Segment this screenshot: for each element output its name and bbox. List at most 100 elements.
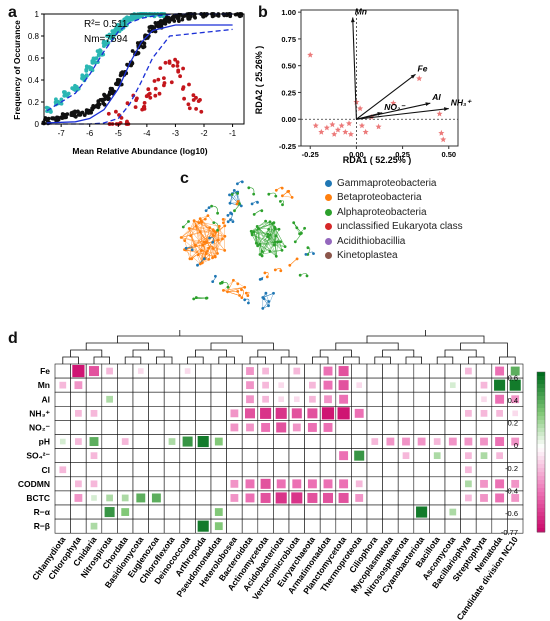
d-correlation-square [307,408,318,419]
legend-swatch [325,208,332,216]
d-correlation-square [465,494,472,502]
d-grid-cell [335,518,352,534]
c-node [222,289,225,292]
a-data-point [61,115,66,120]
c-node [236,290,240,293]
d-dendrogram-branch [70,349,103,357]
d-correlation-square [448,437,457,446]
d-grid-cell [163,504,181,520]
c-edge [229,202,242,207]
d-correlation-square [90,522,98,530]
d-grid-cell [413,363,430,379]
d-grid-cell [304,462,321,478]
d-correlation-square [230,494,239,502]
c-node [201,243,205,247]
b-x-tick-label: 0.50 [441,150,456,159]
d-grid-cell [304,518,321,534]
a-y-tick-label: 0 [35,120,40,129]
a-data-point [125,62,129,67]
d-grid-cell [413,448,430,464]
c-node [214,231,218,234]
d-grid-cell [117,405,134,421]
d-grid-cell [101,420,118,435]
d-grid-cell [475,363,493,379]
d-grid-cell [148,434,165,449]
legend-label: Alphaproteobacteria [337,206,427,218]
d-dendrogram-branch [156,356,173,364]
c-edge [258,228,277,257]
d-grid-cell [288,518,305,534]
panel-letter-c: c [180,170,189,187]
d-grid-cell [148,448,165,464]
b-sample-point [342,128,349,135]
d-colorbar-tick-label: -0.2 [505,464,518,473]
d-grid-cell [257,518,274,534]
d-grid-cell [148,476,165,492]
a-data-point [191,98,196,102]
rda-biplot: -0.25 0.00 0.25 0.50 -0.25 0.00 0.25 0.50 0.75 1.… [254,6,472,165]
a-data-point [71,87,76,91]
d-correlation-square [75,480,82,488]
d-correlation-square [214,437,223,446]
d-grid-cell [475,504,493,520]
c-node [273,268,277,272]
c-node [256,201,259,204]
d-grid-cell [382,490,399,506]
d-grid-cell [304,448,321,464]
d-row-label: NH₃⁺ [29,408,50,418]
c-node [280,248,284,252]
c-edge [267,227,275,235]
c-node [249,229,253,233]
c-node [223,234,227,238]
d-grid-cell [117,448,134,464]
d-grid-cell [444,490,461,506]
c-edge [289,258,298,266]
c-node [250,202,254,206]
d-correlation-square [510,366,520,376]
c-node [217,224,221,228]
c-edge [203,242,206,260]
a-data-point [144,94,149,99]
a-data-point [187,15,192,20]
d-correlation-square [323,479,333,489]
a-data-point [129,62,134,66]
d-correlation-square [230,409,239,418]
d-colorbar-segment [537,484,545,489]
d-colorbar-segment [537,384,545,389]
d-grid-cell [257,462,274,478]
d-correlation-square [260,407,272,419]
d-correlation-square [106,395,113,403]
d-correlation-square [121,494,129,502]
c-node [252,230,256,234]
a-data-point [180,17,185,22]
b-vector-arrowhead [350,17,355,23]
a-data-point [155,22,160,27]
d-correlation-square [481,396,487,403]
c-edge [252,234,275,246]
c-node [197,221,201,225]
d-grid-cell [475,420,493,435]
d-grid-cell [101,518,118,534]
d-correlation-square [151,493,161,503]
a-y-tick-label: 0.2 [28,98,40,107]
a-data-point [181,66,186,71]
d-grid-cell [179,462,196,478]
d-grid-cell [148,462,165,478]
panel-letter-a: a [8,4,17,21]
a-data-point [191,93,196,98]
d-colorbar-segment [537,436,545,441]
d-correlation-square [168,438,176,445]
a-data-point [85,65,89,70]
d-grid-cell [429,391,446,407]
c-node [192,297,196,301]
a-data-point [181,85,186,90]
c-node [236,192,240,195]
c-node [281,194,284,198]
a-data-point [107,32,112,37]
d-dendrogram-branch [343,356,360,364]
c-node [279,269,283,273]
a-data-point [101,41,106,45]
c-node [184,246,188,250]
d-correlation-square [89,437,99,447]
c-node [281,203,284,207]
